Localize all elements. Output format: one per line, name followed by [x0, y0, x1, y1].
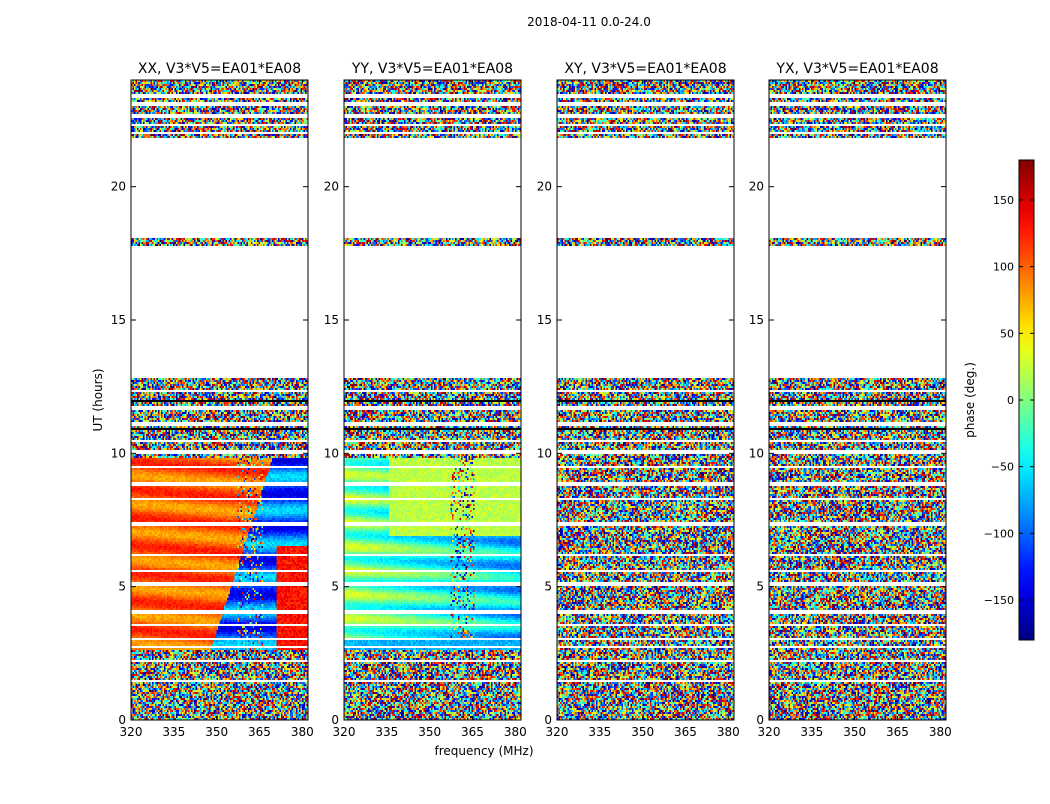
panel-title: XY, V3*V5=EA01*EA08 — [564, 61, 726, 77]
y-tick-label: 20 — [111, 180, 126, 194]
panel-4: YX, V3*V5=EA01*EA08 320 335 350 365 380 0 5 10 15… — [749, 61, 952, 739]
heatmap-yy-2 — [344, 80, 521, 720]
y-tick-label: 10 — [537, 446, 552, 460]
x-tick-label: 335 — [800, 725, 823, 739]
colorbar-tick-label: 100 — [993, 261, 1014, 274]
heatmap-noise-3 — [557, 80, 734, 720]
x-tick-label: 350 — [418, 725, 441, 739]
x-tick-label: 365 — [461, 725, 484, 739]
x-tick-label: 365 — [674, 725, 697, 739]
y-tick-label: 5 — [756, 580, 764, 594]
x-tick-label: 380 — [717, 725, 740, 739]
y-tick-label: 20 — [324, 180, 339, 194]
panel-title: YX, V3*V5=EA01*EA08 — [775, 61, 938, 77]
x-tick-label: 320 — [758, 725, 781, 739]
y-tick-label: 5 — [544, 580, 552, 594]
y-tick-label: 20 — [537, 180, 552, 194]
y-tick-label: 5 — [118, 580, 126, 594]
heatmap-xx-1 — [131, 80, 308, 720]
y-tick-label: 10 — [749, 446, 764, 460]
x-tick-label: 365 — [886, 725, 909, 739]
y-tick-label: 15 — [324, 313, 339, 327]
colorbar-tick-label: −100 — [984, 527, 1014, 540]
y-tick-label: 0 — [331, 713, 339, 727]
panel-frame — [343, 79, 522, 721]
x-tick-label: 320 — [546, 725, 569, 739]
colorbar-tick-label: 50 — [1000, 327, 1014, 340]
x-tick-label: 320 — [333, 725, 356, 739]
panel-frame — [556, 79, 735, 721]
x-tick-label: 380 — [929, 725, 952, 739]
panel-frame — [768, 79, 947, 721]
x-tick-label: 380 — [291, 725, 314, 739]
y-tick-label: 0 — [756, 713, 764, 727]
x-tick-label: 335 — [375, 725, 398, 739]
y-tick-label: 5 — [331, 580, 339, 594]
y-tick-label: 0 — [544, 713, 552, 727]
x-tick-label: 320 — [120, 725, 143, 739]
x-tick-label: 335 — [588, 725, 611, 739]
colorbar-tick-label: −150 — [984, 594, 1014, 607]
y-tick-label: 20 — [749, 180, 764, 194]
y-tick-label: 15 — [749, 313, 764, 327]
figure-title: 2018-04-11 0.0-24.0 — [527, 15, 651, 29]
heatmap-noise-4 — [769, 80, 946, 720]
x-tick-label: 350 — [205, 725, 228, 739]
x-tick-label: 350 — [631, 725, 654, 739]
colorbar-tick-label: −50 — [991, 461, 1014, 474]
panel-title: XX, V3*V5=EA01*EA08 — [138, 61, 301, 77]
panels-group: XX, V3*V5=EA01*EA08 320 335 350 365 380 0 5 10 15… — [111, 61, 952, 739]
x-tick-label: 350 — [843, 725, 866, 739]
panel-2: YY, V3*V5=EA01*EA08 320 335 350 365 380 0 5 10 15… — [324, 61, 527, 739]
y-tick-label: 10 — [111, 446, 126, 460]
x-tick-label: 380 — [504, 725, 527, 739]
panel-3: XY, V3*V5=EA01*EA08 320 335 350 365 380 0 5 10 15… — [537, 61, 740, 739]
panel-frame — [130, 79, 309, 721]
y-tick-label: 0 — [118, 713, 126, 727]
y-tick-label: 15 — [537, 313, 552, 327]
panel-title: YY, V3*V5=EA01*EA08 — [351, 61, 513, 77]
y-axis-label: UT (hours) — [91, 368, 105, 431]
colorbar-tick-label: 150 — [993, 194, 1014, 207]
panel-1: XX, V3*V5=EA01*EA08 320 335 350 365 380 0 5 10 15… — [111, 61, 314, 739]
y-tick-label: 10 — [324, 446, 339, 460]
y-tick-label: 15 — [111, 313, 126, 327]
colorbar: 150 100 50 0 −50 −100 −150 — [984, 159, 1035, 641]
colorbar-label: phase (deg.) — [963, 362, 977, 438]
colorbar-tick-label: 0 — [1007, 394, 1014, 407]
x-tick-label: 335 — [162, 725, 185, 739]
x-tick-label: 365 — [248, 725, 271, 739]
x-axis-label: frequency (MHz) — [434, 744, 533, 758]
